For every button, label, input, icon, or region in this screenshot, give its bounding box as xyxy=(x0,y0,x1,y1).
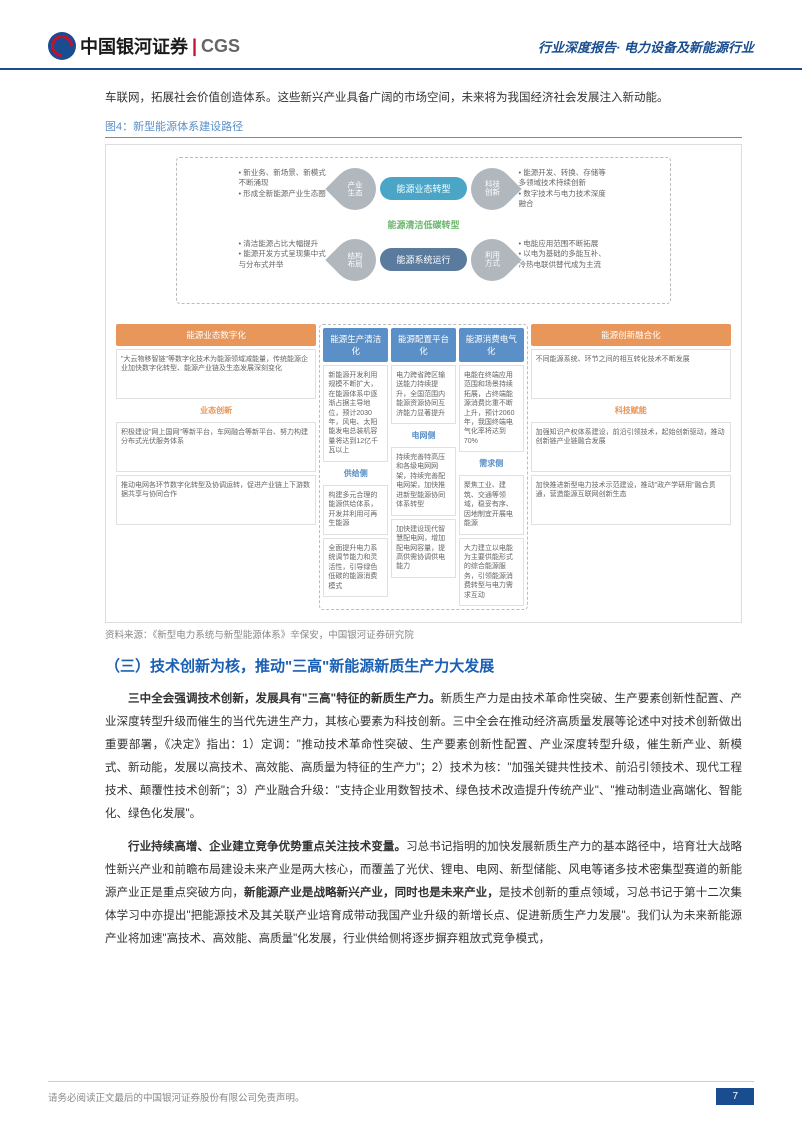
petal-group-bottom: 结构 布局 能源系统运行 利用 方式 xyxy=(338,239,508,281)
para1-lead: 三中全会强调技术创新，发展具有"三高"特征的新质生产力。 xyxy=(128,693,441,705)
section-heading: （三）技术创新为核，推动"三高"新能源新质生产力大发展 xyxy=(105,655,742,676)
cell-1-1: 构建多元合理的能源供给体系，开发并利用可再生能源 xyxy=(323,485,388,535)
diagram-bottom-grid: 能源业态数字化 "大云物移智链"等数字化技术为能源领域减能量，传统能源企业加快数… xyxy=(116,324,731,610)
petal-group-top: 产业 生态 能源业态转型 科技 创新 xyxy=(338,168,508,210)
cell-4-2: 加快推进新型电力技术示范建设，推动"政产学研用"融合贯通，营造能源互联网创新生态 xyxy=(531,475,731,525)
cell-0-1: 积极建设"网上国网"等新平台，车网融合等新平台、努力构建分布式光伏服务体系 xyxy=(116,422,316,472)
col-innovation-fusion: 能源创新融合化 不同能源系统、环节之间的相互转化技术不断发展 科技赋能 加强知识… xyxy=(531,324,731,610)
paragraph-2: 行业持续高增、企业建立竞争优势重点关注技术变量。习总书记指明的加快发展新质生产力… xyxy=(105,836,742,951)
sub-label-0: 业态创新 xyxy=(116,402,316,419)
diagram-row-2: • 清洁能源占比大幅提升 • 能源开发方式呈现集中式与分布式并举 结构 布局 能… xyxy=(185,239,662,281)
petal-tech-innovation: 科技 创新 xyxy=(462,159,521,218)
cell-2-2: 加快建设现代智慧配电网，增加配电网容量，提高供需协调供电能力 xyxy=(391,519,456,578)
report-category: 行业深度报告· 电力设备及新能源行业 xyxy=(538,37,754,56)
cell-3-1: 聚焦工业、建筑、交通等领域，稳妥有序、因地制宜开展电能源 xyxy=(459,475,524,534)
center-label: 能源清洁低碳转型 xyxy=(185,218,662,231)
petal-usage: 利用 方式 xyxy=(462,230,521,289)
petal-industry-ecology: 产业 生态 xyxy=(326,159,385,218)
para1-body: 新质生产力是由技术革命性突破、生产要素创新性配置、产业深度转型升级而催生的当代先… xyxy=(105,693,742,820)
logo-english: CGS xyxy=(201,36,240,57)
sub-label-2: 电网侧 xyxy=(391,427,456,444)
col-header-2: 能源配置平台化 xyxy=(391,328,456,362)
energy-system-diagram: • 新业务、新场景、新模式不断涌现 • 形成全新能源产业生态圈 产业 生态 能源… xyxy=(105,144,742,623)
page-number: 7 xyxy=(716,1088,754,1105)
side-text-top-right: • 能源开发、转换、存储等多领域技术持续创新 • 数字技术与电力技术深度融合 xyxy=(519,168,609,210)
cgs-logo-icon xyxy=(48,32,76,60)
col-header-3: 能源消费电气化 xyxy=(459,328,524,362)
col-electrification: 能源消费电气化 电能在终端应用范围和场景持续拓展，占终端能源消费比重不断上升，预… xyxy=(459,328,524,606)
col-header-1: 能源生产清洁化 xyxy=(323,328,388,362)
cell-4-0: 不同能源系统、环节之间的相互转化技术不断发展 xyxy=(531,349,731,399)
side-text-bot-left: • 清洁能源占比大幅提升 • 能源开发方式呈现集中式与分布式并举 xyxy=(238,239,328,271)
intro-paragraph: 车联网，拓展社会价值创造体系。这些新兴产业具备广阔的市场空间，未来将为我国经济社… xyxy=(105,88,742,110)
page-footer: 请务必阅读正文最后的中国银河证券股份有限公司免责声明。 7 xyxy=(48,1081,754,1105)
logo-area: 中国银河证券 | CGS xyxy=(48,32,240,60)
page-header: 中国银河证券 | CGS 行业深度报告· 电力设备及新能源行业 xyxy=(0,0,802,70)
side-text-top-left: • 新业务、新场景、新模式不断涌现 • 形成全新能源产业生态圈 xyxy=(238,168,328,200)
paragraph-1: 三中全会强调技术创新，发展具有"三高"特征的新质生产力。新质生产力是由技术革命性… xyxy=(105,688,742,826)
col-digitalization: 能源业态数字化 "大云物移智链"等数字化技术为能源领域减能量，传统能源企业加快数… xyxy=(116,324,316,610)
inner-columns-group: 能源生产清洁化 新能源开发利用规模不断扩大，在能源体系中逐渐占据主导地位，预计2… xyxy=(319,324,527,610)
figure-caption: 图4：新型能源体系建设路径 xyxy=(105,118,742,138)
figure-source: 资料来源：《新型电力系统与新型能源体系》辛保安，中国银河证券研究院 xyxy=(105,627,742,641)
col-header-0: 能源业态数字化 xyxy=(116,324,316,346)
cell-1-0: 新能源开发利用规模不断扩大，在能源体系中逐渐占据主导地位，预计2030年，风电、… xyxy=(323,365,388,462)
sub-label-1: 供给侧 xyxy=(323,465,388,482)
disclaimer-text: 请务必阅读正文最后的中国银河证券股份有限公司免责声明。 xyxy=(48,1090,305,1104)
pill-operation: 能源系统运行 xyxy=(380,248,466,271)
logo-separator: | xyxy=(192,36,197,57)
cell-3-0: 电能在终端应用范围和场景持续拓展，占终端能源消费比重不断上升，预计2060年，我… xyxy=(459,365,524,453)
cell-2-0: 电力跨省跨区输送能力持续提升，全国范围内能源资源协同互济能力显著提升 xyxy=(391,365,456,424)
main-content: 车联网，拓展社会价值创造体系。这些新兴产业具备广阔的市场空间，未来将为我国经济社… xyxy=(0,70,802,951)
col-header-4: 能源创新融合化 xyxy=(531,324,731,346)
col-platform-config: 能源配置平台化 电力跨省跨区输送能力持续提升，全国范围内能源资源协同互济能力显著… xyxy=(391,328,456,606)
cell-0-2: 推动电网各环节数字化转型及协调运转，促进产业链上下游数据共享与协同合作 xyxy=(116,475,316,525)
sub-label-4: 科技赋能 xyxy=(531,402,731,419)
petal-structure: 结构 布局 xyxy=(326,230,385,289)
para2-bold2: 新能源产业是战略新兴产业，同时也是未来产业， xyxy=(244,887,499,899)
col-clean-production: 能源生产清洁化 新能源开发利用规模不断扩大，在能源体系中逐渐占据主导地位，预计2… xyxy=(323,328,388,606)
cell-0-0: "大云物移智链"等数字化技术为能源领域减能量，传统能源企业加快数字化转型、能源产… xyxy=(116,349,316,399)
pill-transformation: 能源业态转型 xyxy=(380,177,466,200)
cell-1-2: 全面提升电力系统调节能力和灵活性，引导绿色低碳的能源消费模式 xyxy=(323,538,388,597)
logo-chinese: 中国银河证券 xyxy=(80,33,188,59)
diagram-row-1: • 新业务、新场景、新模式不断涌现 • 形成全新能源产业生态圈 产业 生态 能源… xyxy=(185,168,662,210)
cell-2-1: 持续完善特高压和各级电网网架，持续完善配电网架，加快推进新型能源协同体系转型 xyxy=(391,447,456,516)
diagram-top-section: • 新业务、新场景、新模式不断涌现 • 形成全新能源产业生态圈 产业 生态 能源… xyxy=(176,157,671,304)
side-text-bot-right: • 电能应用范围不断拓展 • 以电为基础的多能互补、冷热电联供替代成为主流 xyxy=(519,239,609,271)
para2-lead: 行业持续高增、企业建立竞争优势重点关注技术变量。 xyxy=(128,841,406,853)
sub-label-3: 需求侧 xyxy=(459,455,524,472)
cell-3-2: 大力建立以电能为主要供能形式的综合能源服务，引领能源消费转型与电力需求互动 xyxy=(459,538,524,607)
cell-4-1: 加强知识产权体系建设，前沿引领技术，起始创新驱动，推动创新链产业链融合发展 xyxy=(531,422,731,472)
